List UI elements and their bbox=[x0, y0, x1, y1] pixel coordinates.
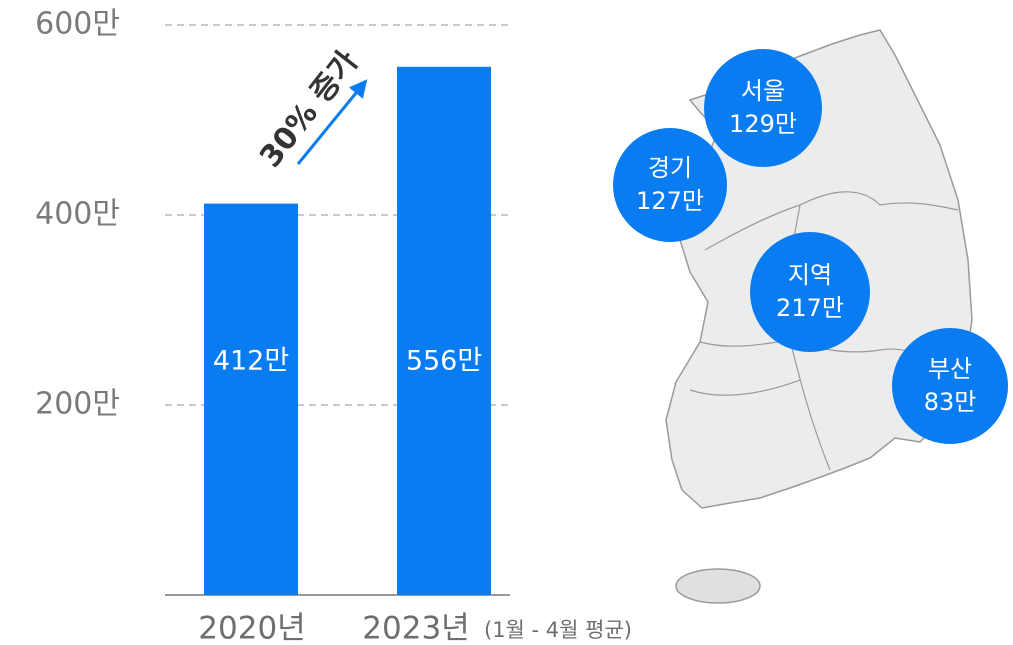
annotation: 30% 증가 bbox=[253, 44, 365, 174]
y-tick-label: 400만 bbox=[35, 197, 120, 232]
bar bbox=[397, 66, 491, 596]
region-bubble bbox=[613, 128, 727, 242]
region-bubble bbox=[892, 328, 1008, 444]
region-value: 83만 bbox=[924, 388, 977, 416]
region-bubble bbox=[704, 49, 822, 167]
increase-arrow bbox=[296, 79, 368, 165]
y-tick-label: 200만 bbox=[35, 387, 120, 422]
value-label: 556만 bbox=[406, 346, 482, 377]
region-value: 217만 bbox=[776, 294, 844, 322]
region-value: 127만 bbox=[636, 187, 704, 215]
x-tick-label: 2020년 bbox=[198, 611, 305, 645]
x-tick-label: 2023년 bbox=[362, 611, 469, 645]
region-bubble bbox=[750, 232, 870, 352]
region-value: 129만 bbox=[729, 110, 797, 138]
jeju bbox=[675, 568, 761, 604]
region-name: 부산 bbox=[928, 355, 972, 383]
region-name: 경기 bbox=[648, 154, 692, 182]
value-label: 412만 bbox=[213, 346, 289, 377]
region-name: 지역 bbox=[788, 261, 832, 289]
region-name: 서울 bbox=[741, 77, 785, 105]
note: (1월 - 4월 평균) bbox=[484, 618, 632, 642]
y-tick-label: 600만 bbox=[35, 7, 120, 42]
bar bbox=[204, 203, 298, 595]
